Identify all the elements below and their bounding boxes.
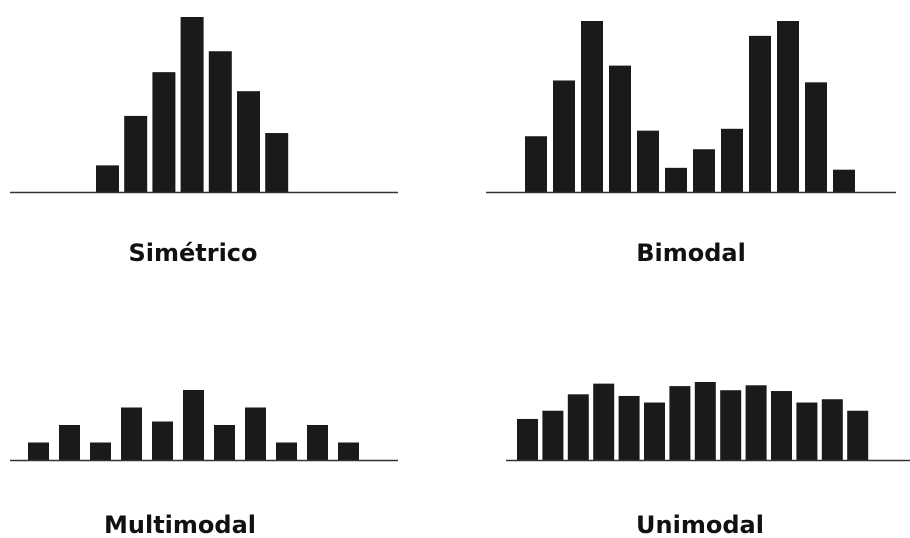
unimodal-bar-1 <box>517 418 538 460</box>
unimodal-bar-3 <box>567 394 589 460</box>
unimodal-bar-11 <box>771 391 792 460</box>
multimodal-bar-8 <box>245 407 266 460</box>
bimodal-bar-7 <box>693 149 715 192</box>
multimodal-bar-4 <box>121 407 142 460</box>
symmetric-label: Simétrico <box>128 239 257 267</box>
unimodal-bar-13 <box>821 399 843 460</box>
bimodal-bar-11 <box>805 82 827 192</box>
multimodal-bar-6 <box>183 390 204 460</box>
bimodal-bar-5 <box>637 130 659 192</box>
bimodal-bar-12 <box>833 169 855 192</box>
symmetric-bar-1 <box>96 165 119 192</box>
multimodal-bar-3 <box>90 442 111 460</box>
unimodal-bar-5 <box>618 395 640 460</box>
symmetric-bar-3 <box>152 72 176 192</box>
unimodal-bars <box>517 382 869 460</box>
chart-bimodal: Bimodal <box>486 21 896 267</box>
bimodal-bar-10 <box>777 21 799 192</box>
unimodal-bar-14 <box>847 410 869 460</box>
chart-multimodal: Multimodal <box>10 390 398 538</box>
symmetric-bar-2 <box>124 115 148 192</box>
multimodal-bar-5 <box>152 421 173 460</box>
bimodal-bar-3 <box>581 21 603 192</box>
chart-unimodal: Unimodal <box>506 382 910 538</box>
symmetric-bar-6 <box>237 91 260 192</box>
bimodal-bars <box>525 21 855 192</box>
symmetric-bar-7 <box>265 133 289 192</box>
unimodal-bar-8 <box>694 382 716 460</box>
multimodal-bars <box>28 390 359 460</box>
unimodal-bar-6 <box>644 402 665 460</box>
bimodal-bar-1 <box>525 136 547 192</box>
unimodal-bar-2 <box>542 410 564 460</box>
symmetric-bar-5 <box>208 51 232 192</box>
multimodal-bar-10 <box>307 425 328 460</box>
unimodal-bar-10 <box>745 385 767 460</box>
unimodal-bar-9 <box>720 390 742 460</box>
multimodal-label: Multimodal <box>104 511 256 538</box>
unimodal-bar-4 <box>593 383 615 460</box>
symmetric-bar-4 <box>180 17 204 192</box>
unimodal-label: Unimodal <box>636 511 764 538</box>
chart-symmetric: Simétrico <box>10 17 398 267</box>
bimodal-bar-9 <box>749 35 771 192</box>
bimodal-bar-8 <box>721 128 743 192</box>
bimodal-label: Bimodal <box>636 239 746 267</box>
symmetric-bars <box>96 17 289 192</box>
bimodal-bar-4 <box>609 65 631 192</box>
multimodal-bar-2 <box>59 425 80 460</box>
multimodal-bar-7 <box>214 425 235 460</box>
multimodal-bar-1 <box>28 442 49 460</box>
multimodal-bar-9 <box>276 442 297 460</box>
unimodal-bar-12 <box>796 402 818 460</box>
multimodal-bar-11 <box>338 442 359 460</box>
unimodal-bar-7 <box>669 386 691 460</box>
bimodal-bar-6 <box>665 167 687 192</box>
bimodal-bar-2 <box>553 80 575 192</box>
